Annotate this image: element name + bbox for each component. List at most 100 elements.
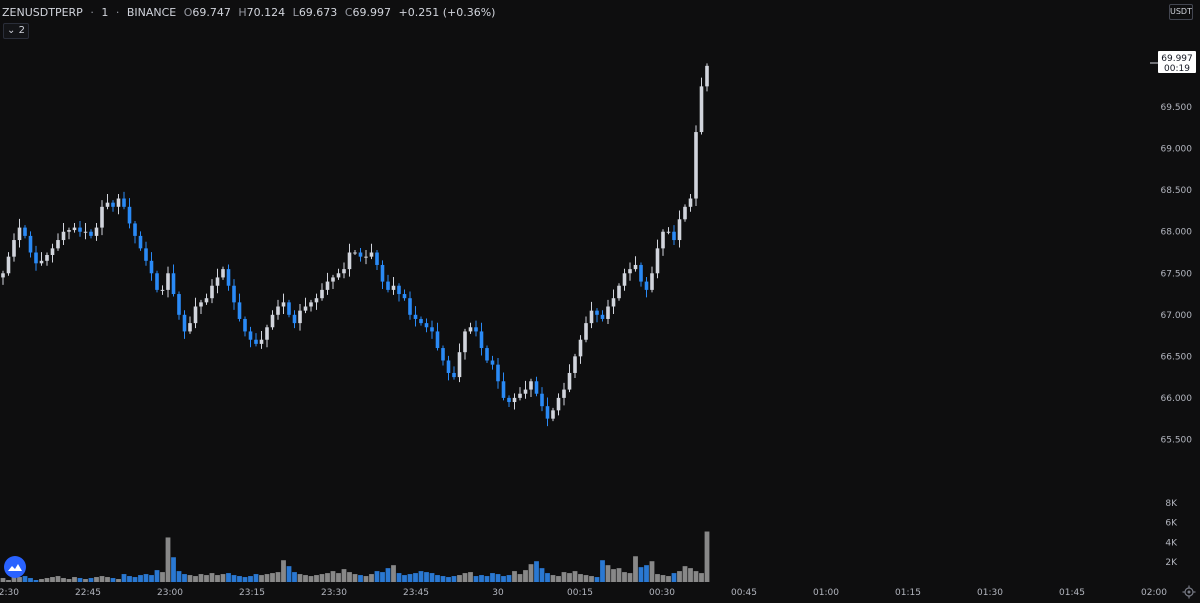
time-axis-background xyxy=(0,584,1200,602)
volume-bar xyxy=(17,577,22,582)
volume-bar xyxy=(105,577,110,582)
volume-bar xyxy=(578,574,583,582)
volume-bar xyxy=(616,568,622,582)
volume-bar xyxy=(242,577,248,582)
volume-bar xyxy=(215,575,220,582)
candle-body xyxy=(688,198,693,207)
volume-bar xyxy=(380,572,385,582)
symbol-legend: ZENUSDTPERP · 1 · BINANCE O69.747 H70.12… xyxy=(2,6,499,19)
volume-bar xyxy=(611,569,616,582)
currency-badge[interactable]: USDT xyxy=(1169,4,1193,20)
volume-bar xyxy=(457,575,462,582)
volume-bar xyxy=(66,579,72,582)
candle-body xyxy=(386,281,390,290)
candle-body xyxy=(666,231,671,233)
volume-bar xyxy=(583,575,589,582)
time-tick-label: 01:30 xyxy=(977,588,1003,598)
candle-body xyxy=(144,248,148,261)
price-tick-label: 67.000 xyxy=(1161,311,1193,321)
candle-body xyxy=(155,273,159,290)
candle-body xyxy=(573,356,577,373)
volume-bar xyxy=(660,575,666,582)
candle-body xyxy=(34,252,38,264)
time-axis[interactable]: 22:30 22:45 23:00 23:15 23:30 23:45 30 00:15 00:… xyxy=(0,584,1200,602)
time-tick-label: 01:15 xyxy=(895,588,921,598)
app-logo-icon[interactable] xyxy=(4,556,26,578)
candle-body xyxy=(221,269,225,278)
volume-bar xyxy=(358,575,363,582)
candle-body xyxy=(122,198,126,207)
candle-body xyxy=(540,393,544,407)
candle-body xyxy=(160,289,165,291)
interval-label[interactable]: 1 xyxy=(101,6,109,19)
candle-body xyxy=(39,260,44,264)
candle-body xyxy=(12,240,16,257)
candle-body xyxy=(496,364,500,382)
volume-tick-label: 2K xyxy=(1165,558,1178,568)
volume-bar xyxy=(39,579,44,582)
indicators-toggle-button[interactable]: ⌄ 2 xyxy=(3,23,29,39)
volume-bar xyxy=(187,575,193,582)
price-tick-label: 67.500 xyxy=(1161,269,1193,279)
volume-bar xyxy=(110,578,116,582)
volume-bar xyxy=(99,576,105,582)
candle-body xyxy=(655,248,660,274)
candle-body xyxy=(606,306,610,319)
volume-bar xyxy=(55,576,61,582)
price-axis[interactable]: 69.500 69.000 68.500 68.000 67.500 67.000 66.5… xyxy=(1161,103,1193,445)
volume-bar xyxy=(0,578,6,582)
volume-bar xyxy=(479,575,484,582)
volume-bar xyxy=(589,576,594,582)
volume-bar xyxy=(561,572,567,582)
candle-body xyxy=(408,298,412,315)
time-tick-label: 23:00 xyxy=(157,588,183,598)
candle-body xyxy=(413,314,418,319)
candle-body xyxy=(292,314,297,324)
candle-body xyxy=(347,252,352,270)
candle-body xyxy=(83,231,88,233)
volume-bar xyxy=(396,573,402,582)
candle-body xyxy=(518,393,522,398)
candle-body xyxy=(111,202,115,207)
price-countdown: 00:19 xyxy=(1164,64,1190,74)
volume-bar xyxy=(704,531,710,582)
candle-body xyxy=(171,273,176,295)
candle-body xyxy=(507,397,511,403)
candle-body xyxy=(512,397,517,403)
candle-body xyxy=(622,273,627,286)
candle-body xyxy=(210,285,214,299)
volume-bar xyxy=(666,576,671,582)
settings-gear-icon[interactable] xyxy=(1182,584,1196,599)
volume-bar xyxy=(534,561,539,582)
volume-tick-label: 4K xyxy=(1165,538,1178,548)
symbol-name[interactable]: ZENUSDTPERP xyxy=(2,6,83,19)
volume-bar xyxy=(495,574,501,582)
volume-bar xyxy=(22,576,28,582)
volume-bar xyxy=(671,573,677,582)
candle-body xyxy=(683,206,687,220)
candle-body xyxy=(232,285,236,303)
candle-body xyxy=(589,310,594,324)
price-tick-label: 66.500 xyxy=(1161,352,1193,362)
volume-bar xyxy=(28,578,33,582)
candle-body xyxy=(545,406,550,419)
volume-bar xyxy=(182,574,187,582)
volume-bar xyxy=(545,573,550,582)
volume-bar xyxy=(512,571,517,582)
last-price-box xyxy=(1158,51,1196,73)
volume-bar xyxy=(605,565,611,582)
volume-bar xyxy=(446,577,451,582)
volume-bar xyxy=(94,577,99,582)
candle-body xyxy=(116,198,121,207)
volume-bar xyxy=(638,567,644,582)
candle-body xyxy=(78,227,82,232)
change-value: +0.251 (+0.36%) xyxy=(398,6,496,19)
volume-bar xyxy=(116,579,121,582)
price-tick-label: 69.000 xyxy=(1161,145,1193,155)
candle-body xyxy=(446,360,451,373)
candle-body xyxy=(6,256,11,274)
volume-bar xyxy=(633,556,638,582)
volume-bar xyxy=(121,574,127,582)
